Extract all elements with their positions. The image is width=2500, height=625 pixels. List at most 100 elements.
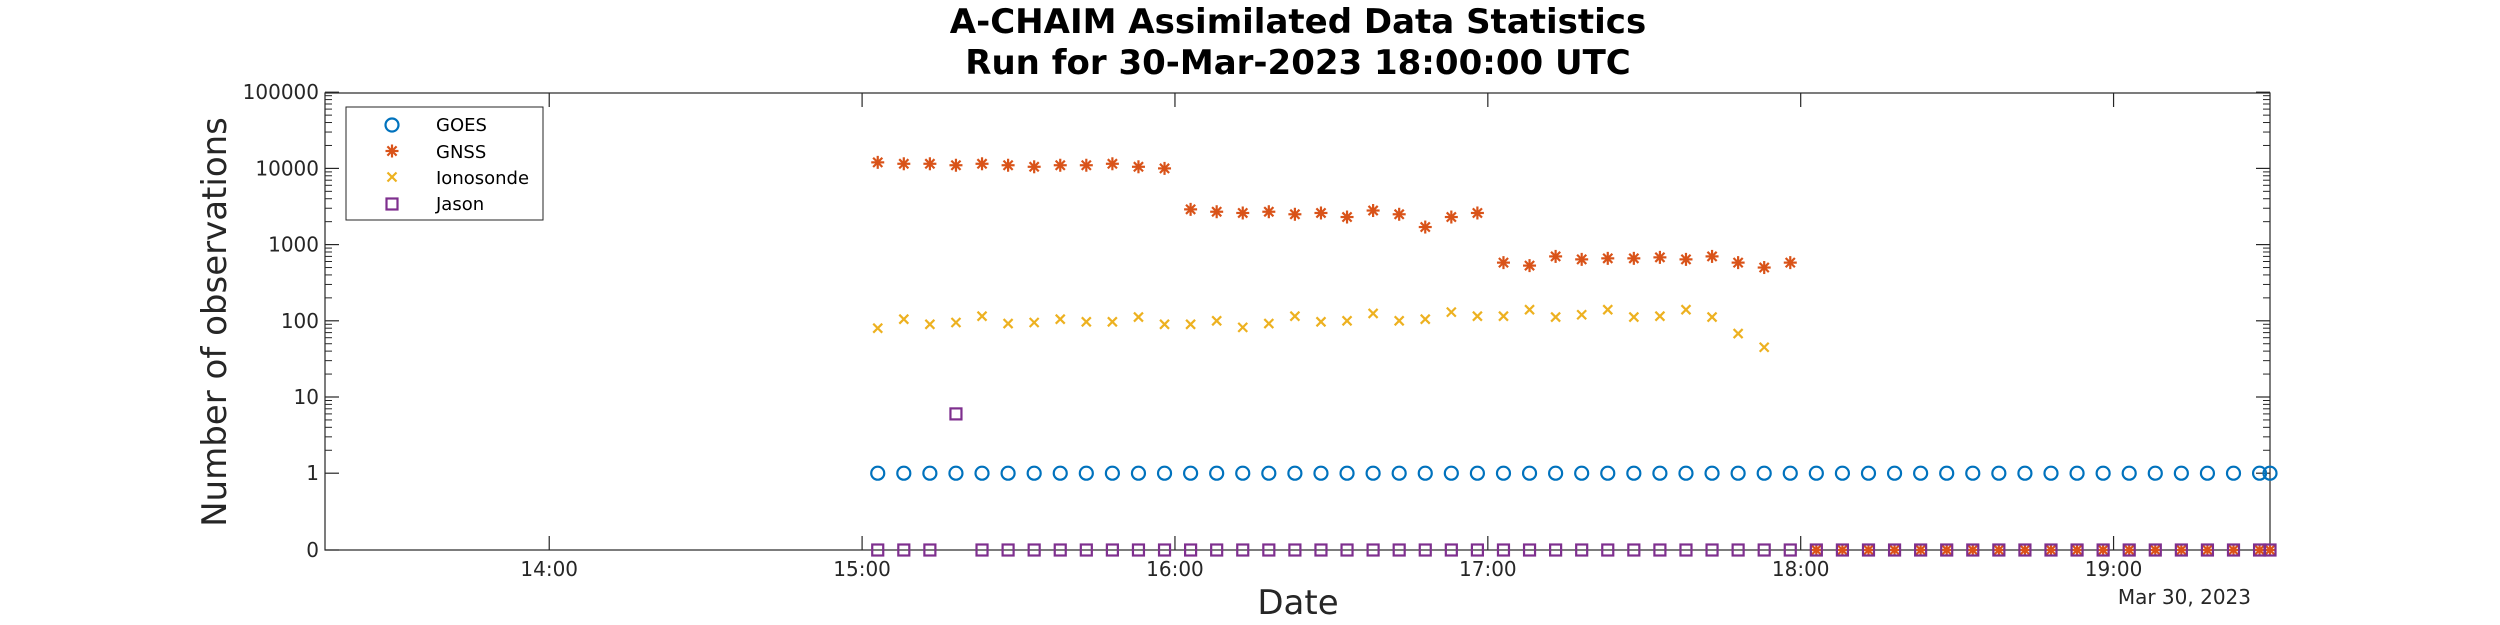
gnss-point: [1914, 543, 1928, 557]
jason-point: [2263, 543, 2277, 557]
gnss-point: [923, 157, 937, 171]
jason-point: [1131, 543, 1146, 557]
legend-marker-ionosonde: [386, 171, 398, 183]
gnss-point: [2200, 543, 2214, 557]
ionosonde-point: [1498, 310, 1509, 322]
y-tick-label-100000: 100000: [243, 80, 319, 104]
ionosonde-point: [1315, 316, 1327, 328]
goes-point: [1365, 465, 1381, 481]
ionosonde-point: [1185, 319, 1196, 330]
gnss-point: [1627, 251, 1641, 265]
gnss-point: [1262, 205, 1276, 219]
ionosonde-point: [1602, 304, 1614, 315]
ionosonde-point: [1159, 319, 1170, 330]
y-tick-label-1: 1: [306, 461, 319, 485]
goes-point: [948, 465, 964, 481]
gnss-point: [871, 155, 885, 169]
gnss-point: [1418, 220, 1432, 234]
goes-point: [1495, 465, 1512, 481]
goes-point: [1574, 465, 1590, 481]
goes-point: [1860, 465, 1877, 481]
x-tick-label-1700: 17:00: [1459, 557, 1517, 581]
ionosonde-point: [1654, 310, 1666, 322]
x-tick-label-1400: 14:00: [520, 557, 578, 581]
ionosonde-point: [1758, 341, 1770, 353]
jason-point: [1887, 543, 1902, 557]
gnss-point: [1575, 252, 1589, 266]
x-tick-label-1600: 16:00: [1146, 557, 1204, 581]
jason-point: [2018, 543, 2032, 557]
ionosonde-point: [1732, 328, 1744, 339]
jason-point: [1731, 543, 1745, 557]
goes-point: [2017, 465, 2033, 481]
goes-point: [1391, 465, 1407, 481]
gnss-point: [1314, 206, 1328, 220]
gnss-point: [949, 158, 963, 172]
jason-point: [1914, 543, 1928, 557]
goes-point: [1548, 465, 1564, 481]
jason-point: [1522, 543, 1537, 557]
ionosonde-point: [924, 319, 936, 330]
gnss-point: [975, 157, 989, 171]
goes-point: [1913, 465, 1929, 481]
gnss-point: [1705, 249, 1719, 263]
jason-point: [1079, 543, 1093, 557]
gnss-point: [1653, 250, 1667, 264]
gnss-point: [1366, 204, 1380, 218]
gnss-point: [1210, 205, 1224, 219]
jason-point: [1288, 543, 1302, 557]
gnss-point: [1888, 543, 1902, 557]
jason-point: [1314, 543, 1328, 557]
ionosonde-point: [1081, 316, 1092, 328]
goes-point: [2121, 465, 2137, 481]
gnss-point: [1757, 261, 1771, 275]
ionosonde-point: [1576, 309, 1587, 321]
jason-point: [1001, 543, 1015, 557]
gnss-point: [1523, 259, 1537, 273]
gnss-point: [1783, 256, 1797, 270]
y-tick-label-10000: 10000: [255, 156, 319, 180]
date-stamp: Mar 30, 2023: [2118, 585, 2251, 609]
x-tick-label-1800: 18:00: [1772, 557, 1830, 581]
jason-point: [1549, 543, 1563, 557]
legend-marker-jason: [385, 197, 399, 211]
goes-point: [1235, 465, 1251, 481]
goes-point: [1704, 465, 1720, 481]
gnss-point: [1027, 160, 1041, 174]
ionosonde-point: [1446, 306, 1457, 318]
goes-point: [2262, 465, 2278, 481]
gnss-point: [1835, 543, 1849, 557]
goes-point: [1000, 465, 1016, 481]
gnss-point: [2263, 543, 2277, 557]
gnss-point: [1105, 157, 1119, 171]
y-axis: 0 1 10 100 1000 10000 100000: [243, 80, 2270, 562]
gnss-point: [2122, 543, 2136, 557]
goes-point: [1991, 465, 2007, 481]
goes-point: [1808, 465, 1824, 481]
jason-point: [1835, 543, 1850, 557]
gnss-point: [1966, 543, 1980, 557]
goes-point: [1156, 465, 1173, 481]
jason-point: [1444, 543, 1458, 557]
gnss-point: [1496, 256, 1510, 270]
jason-point: [1236, 543, 1250, 557]
gnss-point: [1444, 210, 1458, 224]
jason-point: [1601, 543, 1615, 557]
ionosonde-point: [976, 310, 988, 322]
goes-point: [2147, 465, 2163, 481]
gnss-point: [1158, 161, 1172, 175]
legend-box: [345, 106, 544, 221]
gnss-point: [1236, 206, 1250, 220]
gnss-point: [1131, 160, 1145, 174]
jason-point: [2148, 543, 2162, 557]
legend-label-jason: Jason: [435, 194, 484, 215]
goes-point: [1678, 465, 1694, 481]
goes-point: [1939, 465, 1955, 481]
ionosonde-point: [1028, 317, 1040, 328]
x-tick-label-1900: 19:00: [2085, 557, 2143, 581]
goes-point: [1052, 465, 1068, 481]
ionosonde-point: [898, 313, 910, 325]
jason-point: [2096, 543, 2110, 557]
y-tick-label-100: 100: [281, 309, 319, 333]
jason-point: [1783, 543, 1797, 557]
